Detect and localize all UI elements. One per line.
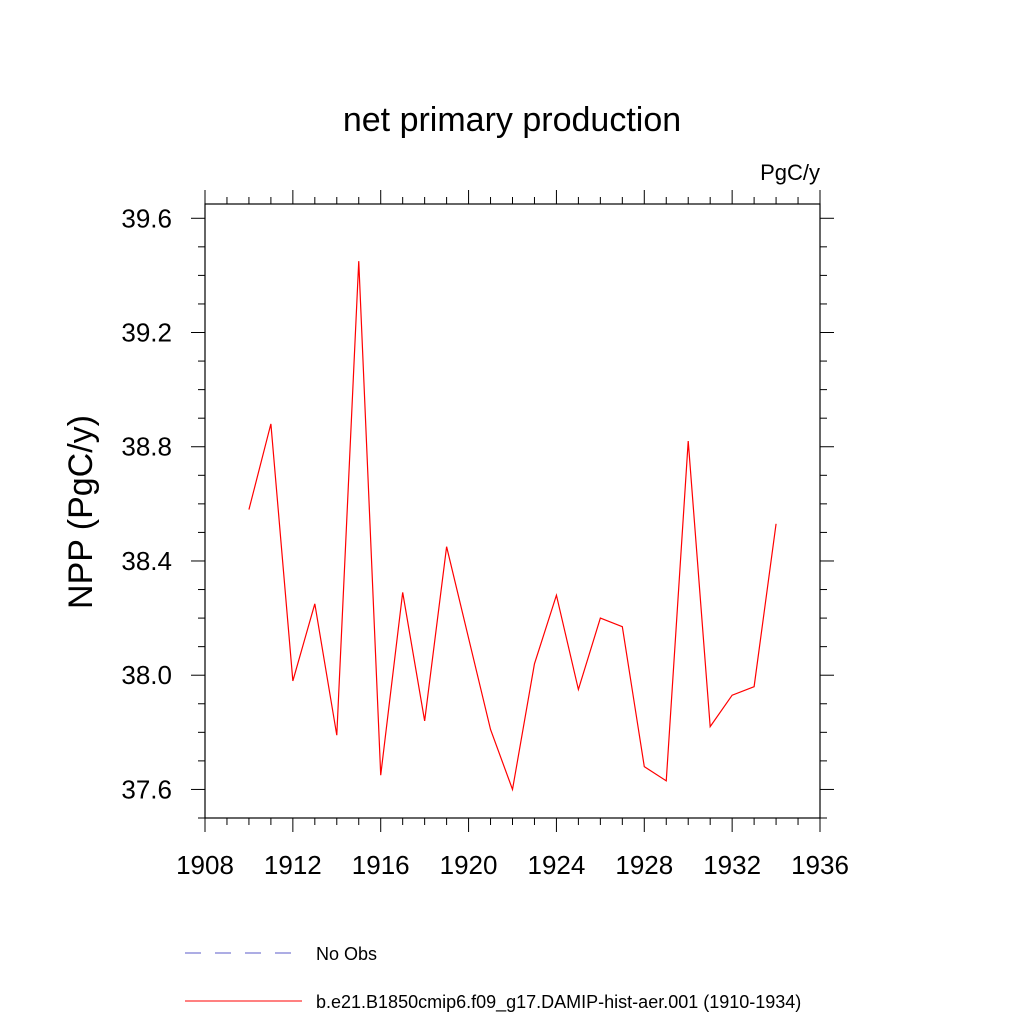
legend-label: No Obs bbox=[316, 944, 377, 964]
y-tick-label: 38.0 bbox=[121, 660, 172, 690]
x-tick-label: 1932 bbox=[703, 850, 761, 880]
legend-label: b.e21.B1850cmip6.f09_g17.DAMIP-hist-aer.… bbox=[316, 992, 801, 1013]
y-tick-label: 39.2 bbox=[121, 318, 172, 348]
y-tick-label: 38.4 bbox=[121, 546, 172, 576]
x-tick-label: 1920 bbox=[440, 850, 498, 880]
plot-frame bbox=[204, 203, 821, 819]
x-tick-label: 1936 bbox=[791, 850, 849, 880]
y-tick-label: 39.6 bbox=[121, 203, 172, 233]
x-tick-label: 1924 bbox=[528, 850, 586, 880]
legend: No Obs b.e21.B1850cmip6.f09_g17.DAMIP-his… bbox=[185, 944, 801, 1013]
series-line bbox=[248, 261, 777, 792]
chart-title: net primary production bbox=[343, 101, 681, 139]
series-layer bbox=[248, 261, 777, 792]
units-label: PgC/y bbox=[760, 160, 820, 185]
y-tick-label: 38.8 bbox=[121, 432, 172, 462]
y-axis-label: NPP (PgC/y) bbox=[62, 415, 100, 609]
x-tick-label: 1928 bbox=[615, 850, 673, 880]
x-tick-label: 1912 bbox=[264, 850, 322, 880]
y-tick-label: 37.6 bbox=[121, 774, 172, 804]
x-tick-label: 1908 bbox=[176, 850, 234, 880]
x-tick-label: 1916 bbox=[352, 850, 410, 880]
axis-ticks: 1908 1912 1916 1920 1924 1928 1932 1936 37.6 38.0… bbox=[121, 190, 849, 880]
